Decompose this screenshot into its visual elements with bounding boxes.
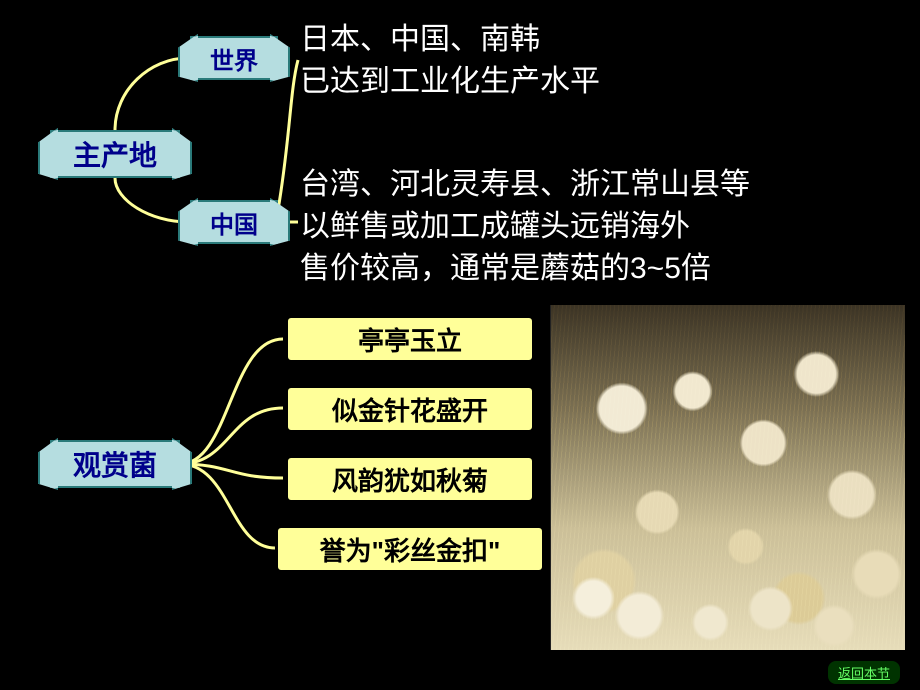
node-china: 中国 [190, 200, 278, 244]
node-world-label: 世界 [210, 41, 258, 76]
mushroom-image [550, 305, 905, 650]
desc-box-0-label: 亭亭玉立 [358, 321, 462, 358]
return-link[interactable]: 返回本节 [828, 661, 900, 684]
text-china-line1: 台湾、河北灵寿县、浙江常山县等 [300, 165, 750, 205]
desc-box-0: 亭亭玉立 [285, 315, 535, 363]
text-world-line1: 日本、中国、南韩 [300, 20, 540, 60]
node-ornamental-label: 观赏菌 [73, 444, 157, 484]
desc-box-1: 似金针花盛开 [285, 385, 535, 433]
text-china-line3: 售价较高，通常是蘑菇的3~5倍 [300, 249, 711, 289]
desc-box-2: 风韵犹如秋菊 [285, 455, 535, 503]
connector-line [115, 58, 188, 130]
connector-line [180, 339, 283, 464]
desc-box-1-label: 似金针花盛开 [332, 391, 488, 428]
node-china-label: 中国 [210, 205, 258, 240]
node-ornamental: 观赏菌 [50, 440, 180, 488]
connector-line [115, 178, 188, 222]
connector-line [278, 60, 298, 210]
node-root: 主产地 [50, 130, 180, 178]
node-world: 世界 [190, 36, 278, 80]
node-root-label: 主产地 [73, 134, 157, 174]
desc-box-3-label: 誉为"彩丝金扣" [320, 531, 501, 568]
desc-box-2-label: 风韵犹如秋菊 [332, 461, 488, 498]
text-china-line2: 以鲜售或加工成罐头远销海外 [300, 207, 690, 247]
connector-line [180, 408, 283, 464]
desc-box-3: 誉为"彩丝金扣" [275, 525, 545, 573]
text-world-line2: 已达到工业化生产水平 [300, 62, 600, 102]
